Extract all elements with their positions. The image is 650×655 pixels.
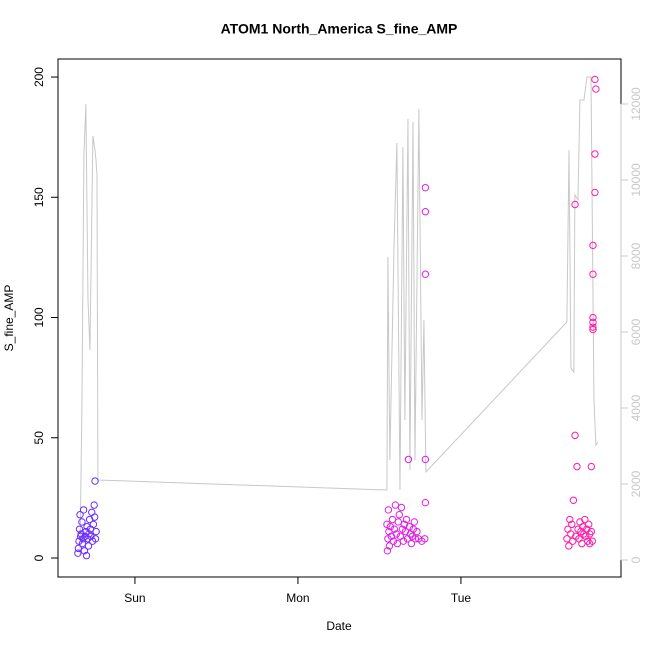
point: [384, 506, 393, 514]
point: [405, 523, 414, 531]
point: [587, 527, 596, 536]
point: [392, 530, 401, 538]
point: [566, 515, 574, 524]
point: [89, 520, 98, 529]
point: [79, 535, 87, 543]
point: [385, 542, 394, 550]
point: [74, 549, 82, 557]
point: [588, 537, 597, 545]
y2-tick-label: 8000: [629, 242, 643, 269]
point: [571, 200, 579, 209]
point: [569, 496, 578, 504]
point: [587, 462, 596, 471]
point: [90, 501, 98, 509]
point: [421, 535, 429, 543]
point: [413, 527, 421, 536]
point: [421, 455, 430, 464]
point: [404, 455, 413, 464]
point: [591, 75, 599, 84]
point: [391, 501, 400, 509]
point: [589, 318, 597, 327]
point: [394, 518, 403, 526]
point: [78, 539, 87, 548]
point: [565, 542, 573, 550]
chart-title: ATOM1 North_America S_fine_AMP: [221, 21, 458, 37]
point: [585, 520, 593, 529]
y-tick-label: 50: [32, 431, 46, 445]
point: [589, 323, 597, 331]
point: [81, 532, 89, 541]
y-tick-label: 100: [32, 307, 46, 327]
point: [91, 477, 99, 485]
point: [410, 518, 419, 526]
x-tick-label: Tue: [451, 591, 472, 605]
point: [85, 530, 93, 538]
point: [582, 532, 590, 541]
y-axis-label: S_fine_AMP: [2, 285, 16, 352]
point: [91, 535, 100, 543]
point: [390, 525, 399, 533]
point: [399, 537, 408, 545]
point: [571, 431, 579, 440]
point: [586, 539, 594, 548]
point: [386, 523, 395, 531]
point: [421, 270, 430, 278]
point: [411, 535, 419, 543]
point: [78, 518, 86, 526]
y2-tick-label: 2000: [629, 470, 643, 497]
point: [589, 270, 597, 278]
y-tick-label: 150: [32, 187, 46, 207]
line: [79, 76, 599, 556]
point: [591, 188, 599, 197]
point: [568, 520, 576, 529]
point: [395, 511, 404, 519]
point: [573, 462, 581, 471]
point: [80, 547, 89, 555]
point: [589, 313, 597, 322]
point: [389, 537, 398, 545]
point: [87, 532, 95, 541]
point: [84, 542, 93, 550]
point: [589, 241, 597, 250]
point: [592, 85, 600, 93]
point: [591, 150, 599, 158]
point: [589, 325, 597, 334]
y2-tick-label: 10000: [629, 163, 643, 197]
point: [421, 183, 430, 192]
x-axis-label: Date: [326, 619, 352, 633]
point: [581, 515, 589, 524]
y-tick-label: 0: [32, 554, 46, 561]
y-tick-label: 200: [32, 67, 46, 87]
y2-tick-label: 12000: [629, 87, 643, 121]
point: [402, 515, 411, 524]
point: [407, 539, 416, 548]
point: [421, 498, 430, 507]
point: [90, 513, 99, 521]
point: [76, 511, 84, 519]
y2-tick-label: 6000: [629, 318, 643, 345]
y2-tick-label: 4000: [629, 394, 643, 421]
point: [74, 544, 83, 553]
point: [82, 551, 91, 560]
point: [92, 527, 100, 536]
x-tick-label: Sun: [124, 591, 145, 605]
point: [383, 547, 392, 555]
point: [397, 503, 406, 512]
point: [584, 537, 592, 545]
point: [421, 208, 430, 216]
x-tick-label: Mon: [286, 591, 309, 605]
point: [393, 539, 402, 548]
y2-tick-label: 0: [629, 556, 643, 563]
point: [79, 506, 88, 514]
point: [75, 525, 84, 533]
